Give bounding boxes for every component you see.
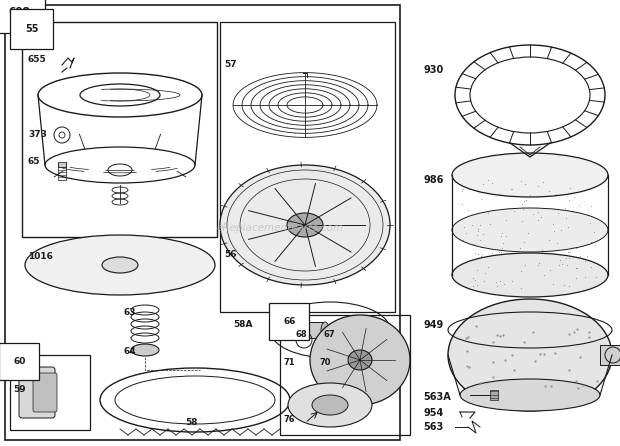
Text: 63: 63: [123, 308, 136, 317]
Bar: [280, 315, 410, 435]
Ellipse shape: [321, 322, 329, 338]
Ellipse shape: [348, 350, 372, 370]
Ellipse shape: [452, 153, 608, 197]
Text: 64: 64: [123, 347, 136, 356]
Ellipse shape: [460, 379, 600, 411]
Bar: [490, 390, 498, 400]
Text: 60: 60: [13, 357, 25, 366]
Ellipse shape: [102, 257, 138, 273]
Text: 71: 71: [283, 358, 294, 367]
Bar: [58, 162, 66, 167]
Text: 68: 68: [295, 330, 307, 339]
Text: 655: 655: [28, 55, 46, 64]
Ellipse shape: [131, 344, 159, 356]
Bar: [600, 345, 620, 365]
Text: 563A: 563A: [423, 392, 451, 402]
Ellipse shape: [452, 208, 608, 252]
Text: 58: 58: [185, 418, 198, 427]
Bar: [5, 5, 400, 440]
Text: 949: 949: [423, 320, 443, 330]
Text: 56: 56: [224, 250, 236, 259]
Text: 986: 986: [423, 175, 443, 185]
Text: 57: 57: [224, 60, 237, 69]
Ellipse shape: [281, 322, 289, 338]
Text: 76: 76: [283, 415, 294, 424]
Text: 1016: 1016: [28, 252, 53, 261]
Ellipse shape: [220, 165, 390, 285]
Text: 954: 954: [423, 408, 443, 418]
Text: 563: 563: [423, 422, 443, 432]
Text: eReplacementParts.com: eReplacementParts.com: [216, 223, 343, 233]
Text: 55: 55: [25, 24, 38, 34]
FancyBboxPatch shape: [33, 373, 57, 412]
Bar: [10, 355, 90, 430]
Ellipse shape: [452, 253, 608, 297]
Text: 59: 59: [13, 385, 25, 394]
Ellipse shape: [310, 315, 410, 405]
Text: 65: 65: [28, 157, 40, 166]
Ellipse shape: [288, 383, 372, 427]
Bar: [220, 22, 395, 312]
Text: 70: 70: [320, 358, 332, 367]
FancyBboxPatch shape: [19, 367, 55, 418]
Text: 608: 608: [8, 7, 30, 17]
Ellipse shape: [312, 395, 348, 415]
Text: 373: 373: [28, 130, 47, 139]
Text: 930: 930: [423, 65, 443, 75]
Bar: [22, 22, 217, 237]
Text: 67: 67: [323, 330, 335, 339]
Ellipse shape: [448, 299, 612, 411]
Ellipse shape: [287, 213, 323, 237]
Bar: [285, 322, 325, 338]
Text: 58A: 58A: [233, 320, 252, 329]
Ellipse shape: [25, 235, 215, 295]
Text: 66: 66: [283, 317, 296, 326]
